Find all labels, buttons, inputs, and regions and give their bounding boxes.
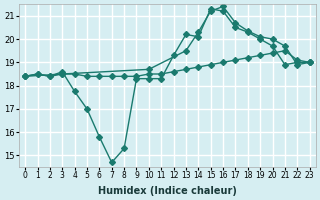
X-axis label: Humidex (Indice chaleur): Humidex (Indice chaleur) <box>98 186 237 196</box>
